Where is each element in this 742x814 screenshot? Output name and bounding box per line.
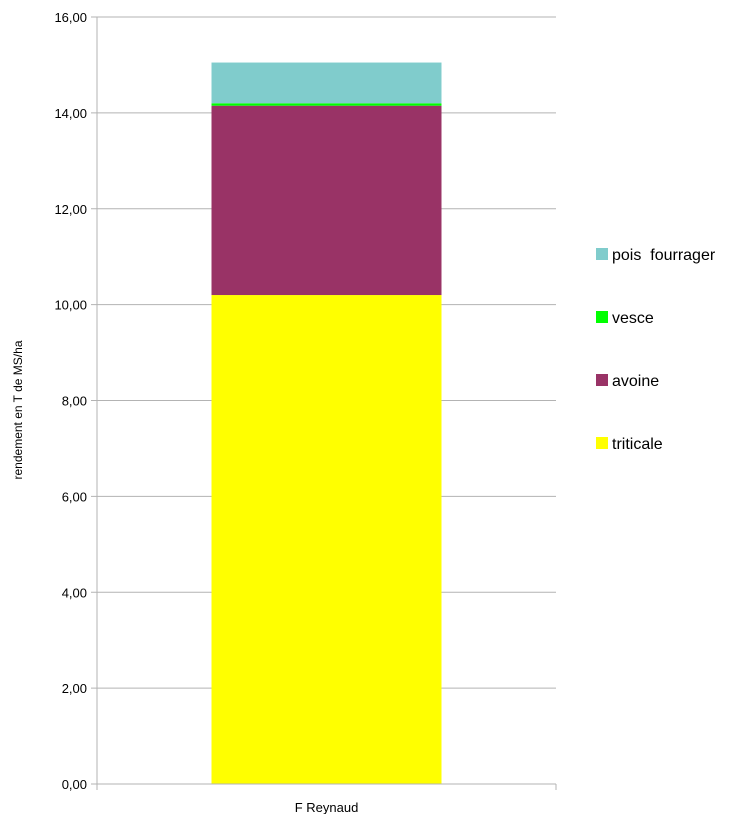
y-tick-label: 10,00 bbox=[54, 298, 87, 313]
bar-segment-triticale bbox=[211, 295, 442, 784]
axes: 0,00 2,00 4,00 6,00 8,00 10,00 12,00 14,00 16,00… bbox=[54, 10, 557, 814]
y-tick-label: 8,00 bbox=[62, 394, 87, 409]
legend-label: pois fourrager bbox=[612, 247, 716, 264]
legend: pois fourrager vesce avoine triticale bbox=[596, 247, 716, 453]
x-tick-label: F Reynaud bbox=[295, 800, 359, 814]
bars bbox=[211, 62, 442, 784]
y-tick-label: 6,00 bbox=[62, 489, 87, 504]
y-tick-label: 14,00 bbox=[54, 106, 87, 121]
y-tick-label: 16,00 bbox=[54, 10, 87, 25]
legend-swatch bbox=[596, 248, 608, 260]
legend-swatch bbox=[596, 374, 608, 386]
bar-segment-pois-fourrager bbox=[211, 62, 442, 104]
y-tick-label: 12,00 bbox=[54, 202, 87, 217]
y-tick-label: 2,00 bbox=[62, 681, 87, 696]
legend-label: avoine bbox=[612, 373, 659, 390]
bar-segment-avoine bbox=[211, 105, 442, 296]
bar-segment-vesce bbox=[211, 103, 442, 106]
y-tick-label: 4,00 bbox=[62, 585, 87, 600]
y-tick-label: 0,00 bbox=[62, 777, 87, 792]
legend-label: triticale bbox=[612, 436, 663, 453]
legend-label: vesce bbox=[612, 310, 654, 327]
y-axis-title: rendement en T de MS/ha bbox=[11, 340, 25, 479]
legend-swatch bbox=[596, 311, 608, 323]
legend-swatch bbox=[596, 437, 608, 449]
